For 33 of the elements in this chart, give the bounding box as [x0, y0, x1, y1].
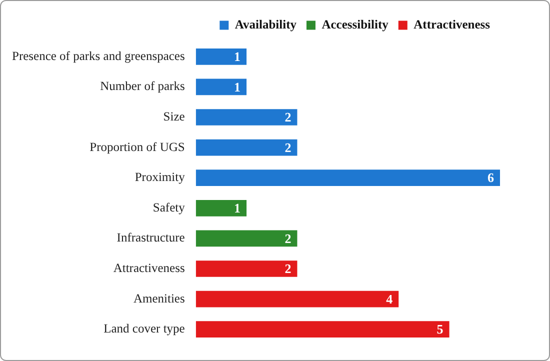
y-tick-label: Infrastructure [116, 230, 186, 245]
bar [196, 78, 247, 96]
data-label: 2 [284, 230, 292, 246]
y-tick-label: Size [163, 110, 186, 124]
bar [196, 139, 298, 156]
bar [196, 290, 399, 308]
bar [196, 230, 298, 247]
y-tick-label: Safety [152, 200, 186, 214]
y-tick-label: Proportion of UGS [90, 140, 185, 154]
data-label: 5 [436, 322, 444, 337]
data-label: 1 [234, 49, 241, 64]
legend-label: Availability [234, 17, 298, 32]
y-tick-label: Amenities [133, 291, 185, 306]
bar [196, 321, 450, 338]
data-label: 2 [284, 140, 292, 155]
y-tick-label: Number of parks [100, 79, 185, 94]
y-tick-label: Proximity [134, 170, 186, 184]
data-label: 2 [284, 110, 292, 125]
bar [196, 260, 298, 277]
bar [196, 48, 247, 65]
y-tick-label: Land cover type [104, 322, 186, 336]
y-tick-label: Attractiveness [113, 261, 185, 276]
bar [196, 170, 500, 186]
legend-label: Accessibility [322, 17, 390, 32]
y-tick-label: Presence of parks and greenspaces [12, 48, 185, 63]
data-label: 1 [234, 200, 241, 216]
data-label: 4 [386, 291, 394, 306]
bar [196, 109, 298, 126]
bar [196, 200, 247, 216]
data-label: 6 [488, 170, 494, 186]
data-label: 2 [284, 261, 292, 276]
legend-label: Attractiveness [414, 17, 490, 32]
data-label: 1 [234, 79, 241, 94]
